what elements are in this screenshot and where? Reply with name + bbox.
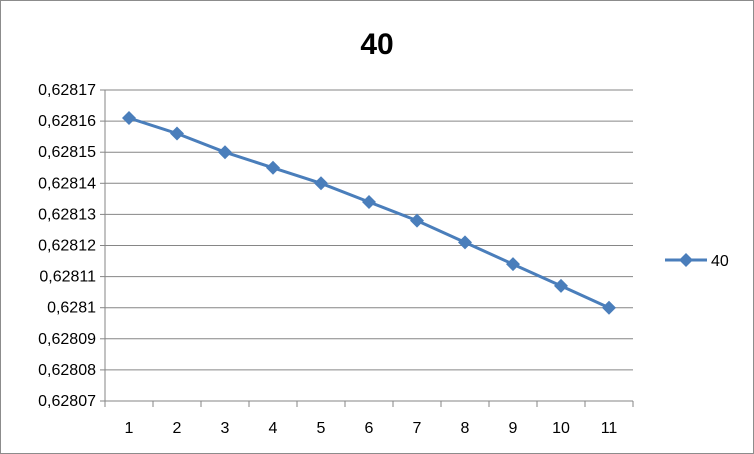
x-tick-label: 4 (269, 420, 278, 437)
y-tick-label: 0,62808 (38, 362, 96, 379)
x-tick-label: 10 (552, 420, 570, 437)
x-tick-label: 5 (317, 420, 326, 437)
x-tick-label: 1 (125, 420, 134, 437)
y-tick-label: 0,62812 (38, 238, 96, 255)
data-point-marker (458, 235, 472, 250)
y-tick-label: 0,62809 (38, 331, 96, 348)
x-tick-label: 6 (365, 420, 374, 437)
x-tick-label: 8 (461, 420, 470, 437)
data-point-marker (362, 194, 376, 209)
legend: 40 (665, 253, 729, 270)
legend-label: 40 (711, 253, 729, 270)
data-point-marker (266, 160, 280, 175)
y-tick-label: 0,62813 (38, 206, 96, 223)
data-point-marker (218, 145, 232, 160)
y-tick-label: 0,62814 (38, 175, 96, 192)
gridlines (100, 89, 633, 402)
data-point-marker (170, 126, 184, 141)
x-tick-label: 9 (509, 420, 518, 437)
x-tick-label: 11 (601, 420, 618, 437)
y-tick-label: 0,62811 (39, 269, 96, 286)
data-point-marker (506, 257, 520, 272)
y-tick-label: 0,62815 (38, 144, 96, 161)
series-line (128, 116, 610, 310)
y-tick-labels: 0,62807 0,62808 0,62809 0,6281 0,62811 0,6281… (38, 82, 96, 410)
data-point-marker (410, 213, 424, 228)
legend-marker (679, 253, 693, 267)
chart-title: 40 (360, 28, 393, 61)
x-tick-label: 3 (221, 420, 230, 437)
x-tick-label: 7 (413, 420, 422, 437)
data-point-marker (314, 176, 328, 191)
series-layer (122, 110, 616, 315)
y-tick-label: 0,6281 (47, 300, 96, 317)
axes (104, 90, 634, 407)
data-point-marker (122, 110, 136, 125)
x-tick-label: 2 (173, 420, 182, 437)
y-tick-label: 0,62807 (38, 393, 96, 410)
data-point-marker (554, 278, 568, 293)
y-tick-label: 0,62816 (38, 113, 96, 130)
data-point-marker (602, 300, 616, 315)
x-tick-labels: 1 2 3 4 5 6 7 8 9 10 11 (125, 420, 618, 437)
y-tick-label: 0,62817 (38, 82, 96, 99)
